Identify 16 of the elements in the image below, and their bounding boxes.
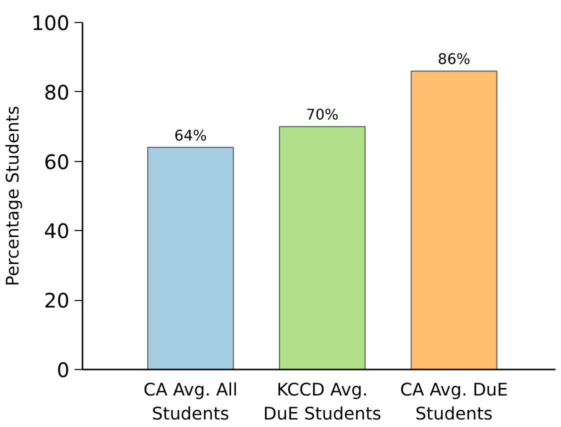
bar <box>410 70 498 370</box>
y-tick-label: 40 <box>44 219 70 244</box>
bar <box>278 126 366 370</box>
x-tick-label: CA Avg. DuE Students <box>400 380 508 424</box>
y-tick-label: 80 <box>44 80 70 104</box>
x-tick-label: KCCD Avg. DuE Students <box>263 380 382 424</box>
y-tick-label: 100 <box>31 11 70 35</box>
x-tick-label: CA Avg. All Students <box>144 380 238 424</box>
bar <box>147 146 234 370</box>
data-label: 70% <box>306 106 339 124</box>
data-label: 64% <box>174 127 207 144</box>
y-tick-label: 0 <box>56 358 70 382</box>
y-tick-label: 60 <box>44 150 70 174</box>
y-tick-label: 20 <box>44 288 70 313</box>
data-label: 86% <box>438 51 470 68</box>
y-axis-title: Percentage Students <box>3 106 24 286</box>
